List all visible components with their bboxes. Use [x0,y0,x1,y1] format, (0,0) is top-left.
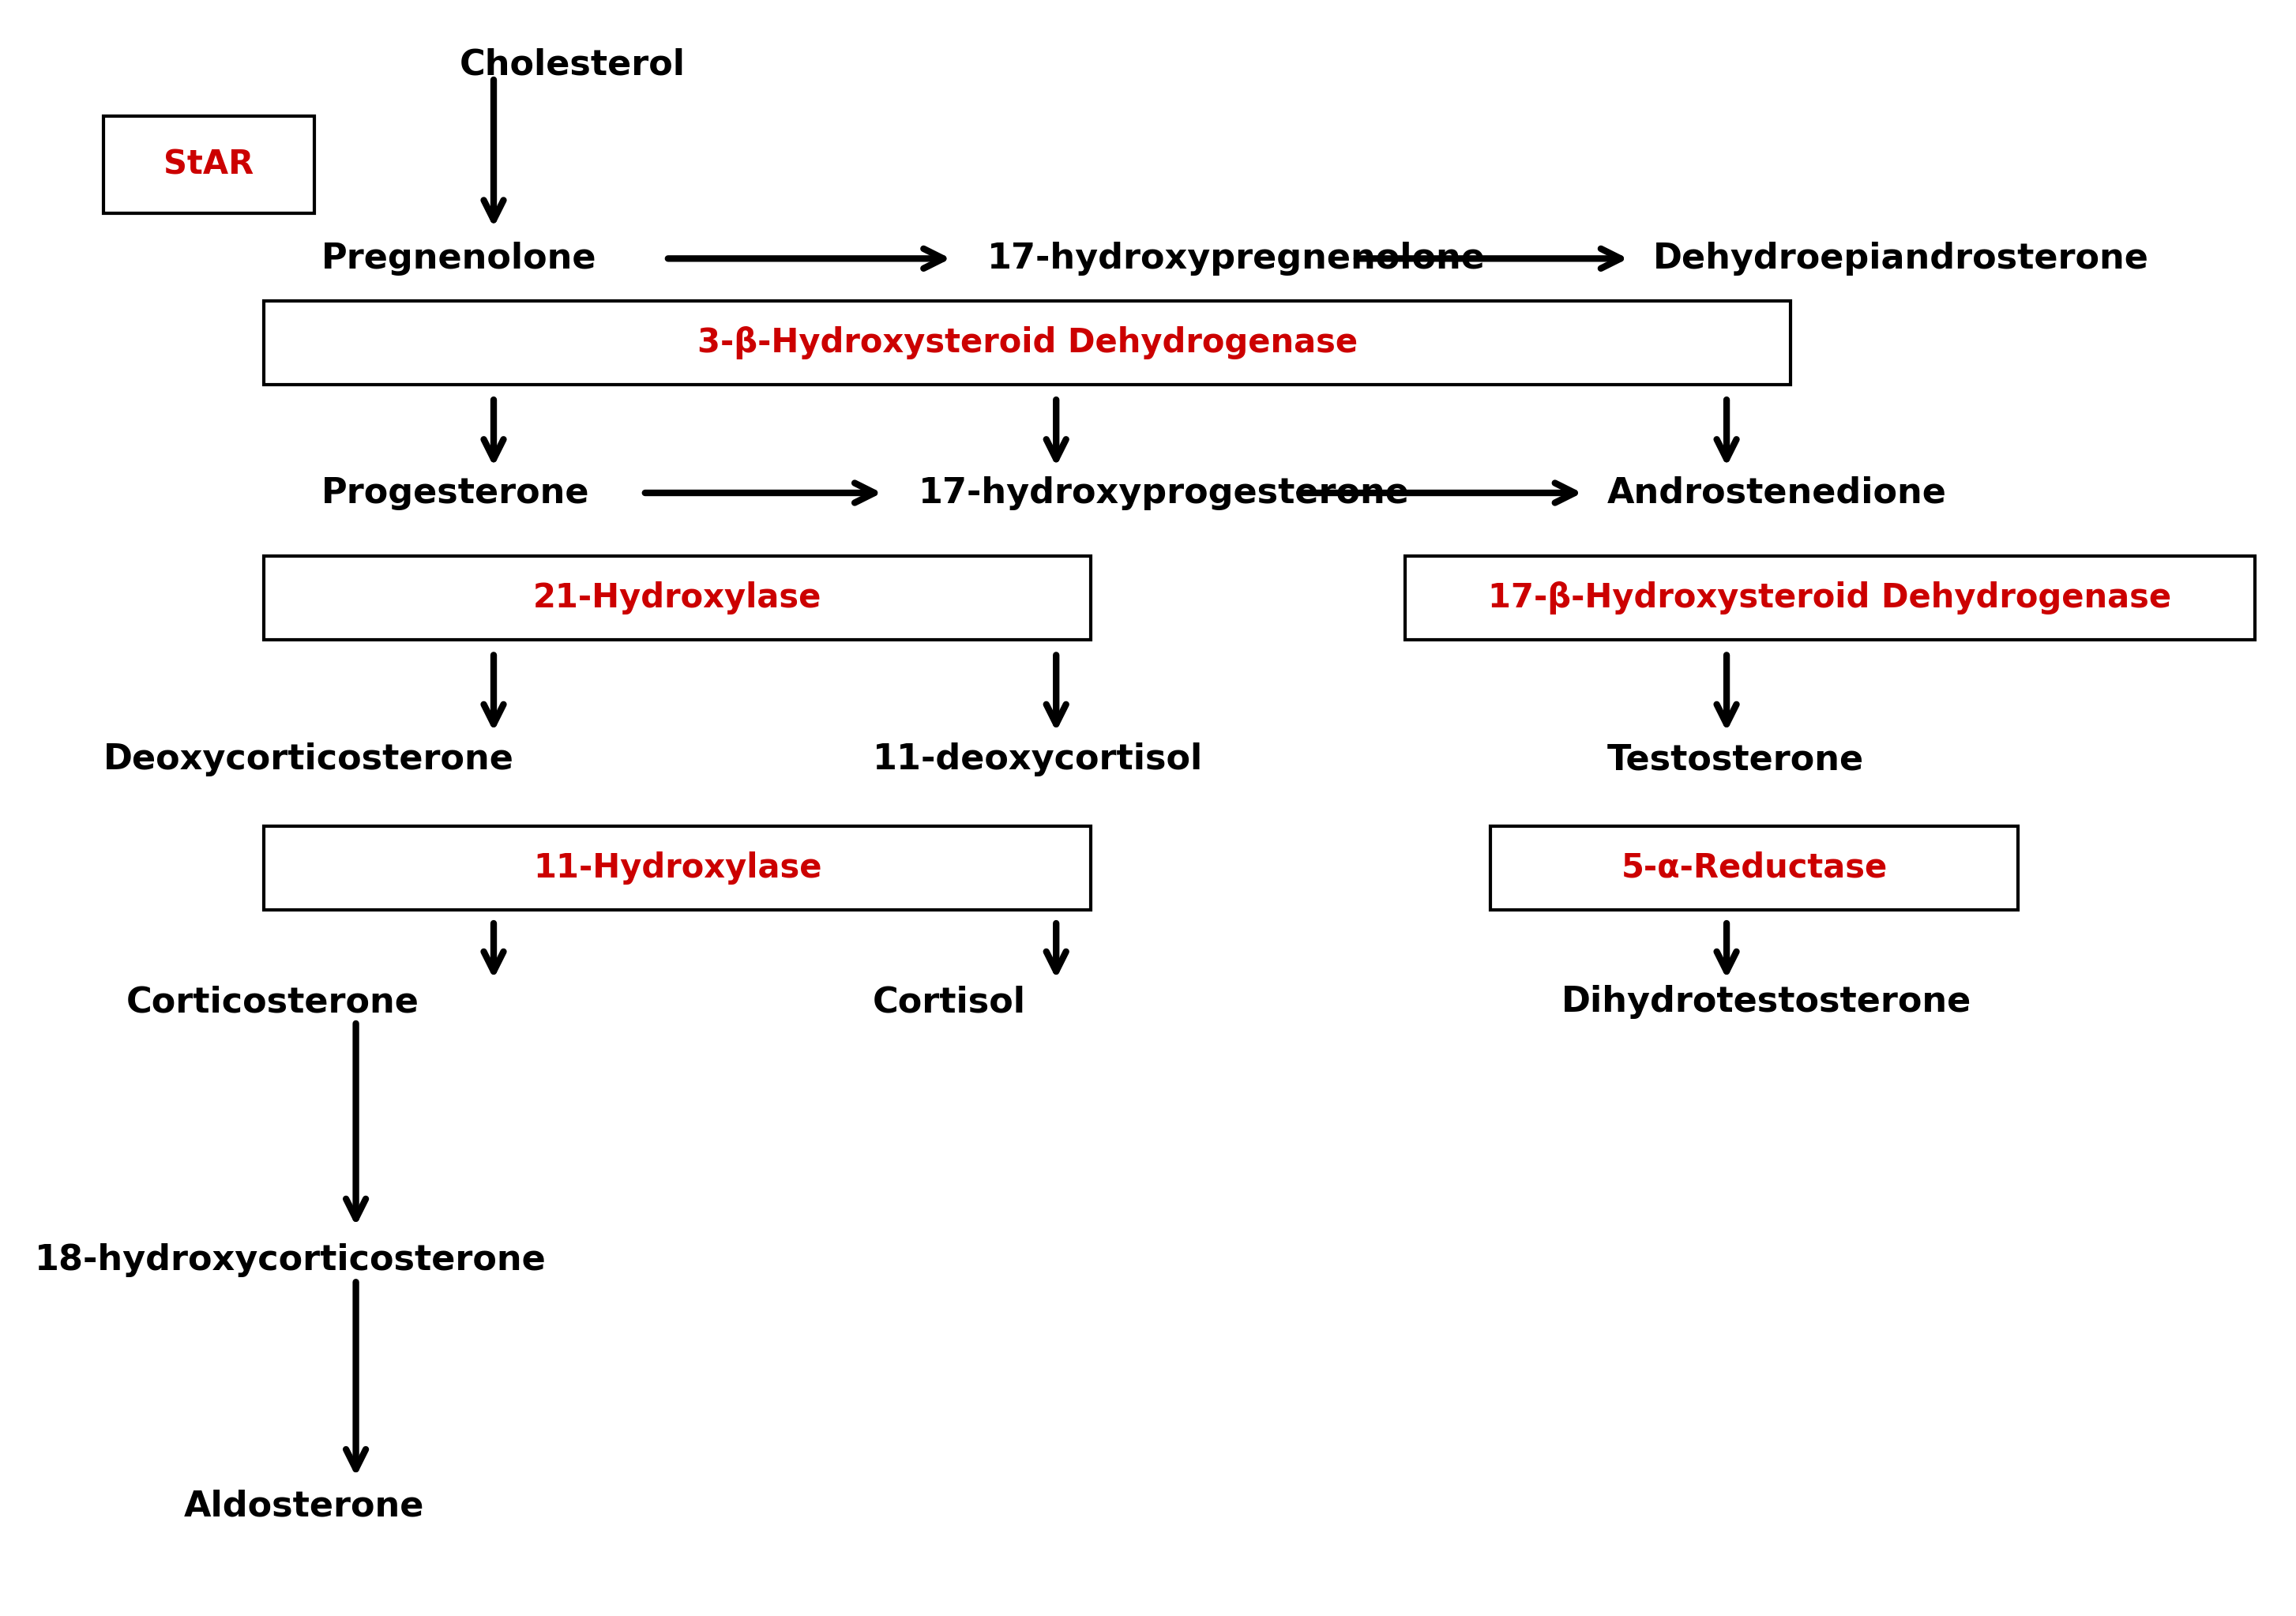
Text: StAR: StAR [163,149,255,181]
FancyBboxPatch shape [264,556,1091,640]
Text: 11-deoxycortisol: 11-deoxycortisol [872,742,1203,777]
FancyBboxPatch shape [103,116,315,213]
Text: 11-Hydroxylase: 11-Hydroxylase [533,852,822,884]
Text: 17-β-Hydroxysteroid Dehydrogenase: 17-β-Hydroxysteroid Dehydrogenase [1488,582,2172,614]
Text: Deoxycorticosterone: Deoxycorticosterone [103,742,514,777]
Text: 21-Hydroxylase: 21-Hydroxylase [533,582,822,614]
FancyBboxPatch shape [1490,826,2018,910]
Text: Cholesterol: Cholesterol [459,47,684,82]
Text: 5-α-Reductase: 5-α-Reductase [1621,852,1887,884]
Text: Dihydrotestosterone: Dihydrotestosterone [1561,984,1972,1020]
Text: Dehydroepiandrosterone: Dehydroepiandrosterone [1653,241,2149,276]
Text: Testosterone: Testosterone [1607,742,1864,777]
FancyBboxPatch shape [264,826,1091,910]
Text: Pregnenolone: Pregnenolone [321,241,597,276]
Text: 3-β-Hydroxysteroid Dehydrogenase: 3-β-Hydroxysteroid Dehydrogenase [698,326,1357,359]
Text: Aldosterone: Aldosterone [184,1488,425,1524]
Text: 17-hydroxypregnenolone: 17-hydroxypregnenolone [987,241,1486,276]
Text: Cortisol: Cortisol [872,984,1026,1020]
FancyBboxPatch shape [1405,556,2255,640]
Text: 17-hydroxyprogesterone: 17-hydroxyprogesterone [918,475,1410,511]
Text: Progesterone: Progesterone [321,475,590,511]
Text: Androstenedione: Androstenedione [1607,475,1947,511]
FancyBboxPatch shape [264,301,1791,385]
Text: Corticosterone: Corticosterone [126,984,420,1020]
Text: 18-hydroxycorticosterone: 18-hydroxycorticosterone [34,1243,546,1278]
